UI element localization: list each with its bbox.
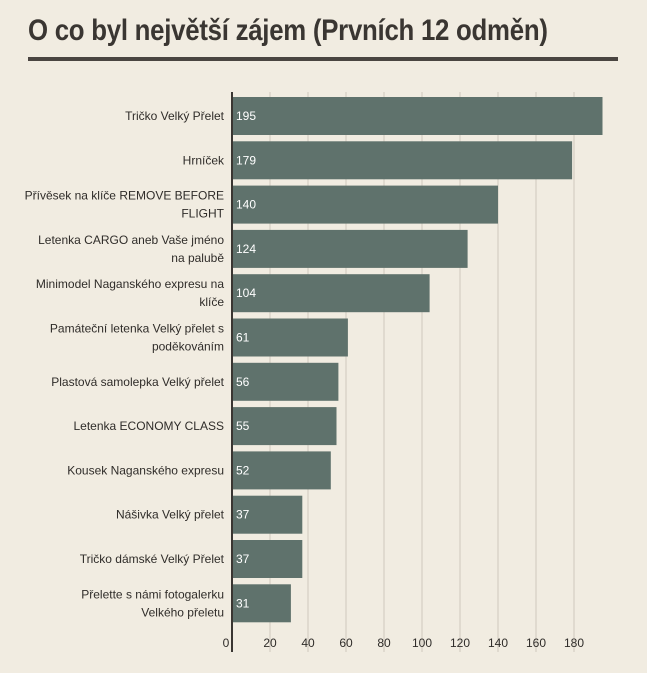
bar — [232, 540, 303, 578]
category-label: Kousek Naganského expresu — [67, 463, 224, 477]
tick-labels: 0 20 40 60 80 100 120 140 160 180 — [223, 636, 585, 650]
category-label-line: Tričko Velký Přelet — [125, 109, 225, 123]
category-label: Plastová samolepka Velký přelet — [51, 375, 224, 389]
title-underline — [28, 57, 618, 61]
bar — [232, 584, 291, 623]
x-tick-label: 20 — [263, 636, 277, 650]
x-tick-label: 140 — [488, 636, 508, 650]
bar-value-label: 56 — [236, 375, 250, 389]
chart-title: O co byl největší zájem (Prvních 12 odmě… — [28, 14, 548, 47]
category-label-line: Přívěsek na klíče REMOVE BEFORE — [25, 189, 224, 203]
category-label-line: klíče — [199, 295, 224, 309]
x-tick-label: 180 — [564, 636, 584, 650]
category-label-line: Kousek Naganského expresu — [67, 463, 224, 477]
x-tick-label: 60 — [339, 636, 353, 650]
bars: 195 179 140 124 104 61 56 55 52 37 37 31 — [232, 97, 603, 623]
bar-value-label: 52 — [236, 463, 250, 477]
bar-value-label: 104 — [236, 286, 256, 300]
bar — [232, 451, 331, 490]
x-tick-label: 80 — [377, 636, 391, 650]
x-tick-label: 40 — [301, 636, 315, 650]
bar-value-label: 55 — [236, 419, 250, 433]
bar — [232, 495, 303, 534]
category-label: Letenka ECONOMY CLASS — [73, 419, 224, 433]
bar — [232, 407, 337, 446]
category-label-line: FLIGHT — [181, 207, 224, 221]
bar — [232, 229, 468, 268]
category-label: Přelette s námi fotogalerku Velkého přele… — [81, 587, 224, 619]
bar — [232, 141, 573, 180]
category-labels: Tričko Velký Přelet Hrníček Přívěsek na kl… — [25, 109, 225, 619]
category-label: Hrníček — [183, 153, 225, 167]
bar-value-label: 37 — [236, 552, 250, 566]
category-label-line: Tričko dámské Velký Přelet — [80, 552, 225, 566]
bar — [232, 362, 339, 401]
bar-value-label: 124 — [236, 242, 256, 256]
bar — [232, 97, 603, 135]
category-label: Letenka CARGO aneb Vaše jméno na palubě — [38, 233, 224, 265]
bar-value-label: 37 — [236, 508, 250, 522]
category-label-line: Nášivka Velký přelet — [116, 508, 225, 522]
bar — [232, 185, 498, 224]
x-tick-label: 0 — [223, 636, 230, 650]
x-tick-label: 120 — [450, 636, 470, 650]
bar-value-label: 195 — [236, 109, 256, 123]
category-label-line: Minimodel Naganského expresu na — [36, 277, 224, 291]
category-label: Památeční letenka Velký přelet s poděková… — [50, 322, 224, 354]
category-label: Minimodel Naganského expresu na klíče — [36, 277, 224, 309]
category-label-line: poděkováním — [152, 340, 224, 354]
category-label: Nášivka Velký přelet — [116, 508, 225, 522]
x-tick-label: 160 — [526, 636, 546, 650]
category-label-line: Letenka CARGO aneb Vaše jméno — [38, 233, 224, 247]
bar-value-label: 179 — [236, 153, 256, 167]
bar-value-label: 140 — [236, 198, 256, 212]
category-label-line: na palubě — [171, 251, 224, 265]
bar — [232, 274, 430, 313]
category-label-line: Památeční letenka Velký přelet s — [50, 322, 224, 336]
category-label: Tričko dámské Velký Přelet — [80, 552, 225, 566]
category-label-line: Hrníček — [183, 153, 225, 167]
category-label-line: Plastová samolepka Velký přelet — [51, 375, 224, 389]
bar — [232, 318, 348, 357]
category-label: Tričko Velký Přelet — [125, 109, 225, 123]
bar-value-label: 31 — [236, 596, 250, 610]
bar-value-label: 61 — [236, 331, 250, 345]
category-label-line: Přelette s námi fotogalerku — [81, 587, 224, 601]
category-label-line: Letenka ECONOMY CLASS — [73, 419, 224, 433]
category-label-line: Velkého přeletu — [141, 605, 224, 619]
category-label: Přívěsek na klíče REMOVE BEFORE FLIGHT — [25, 189, 225, 221]
x-tick-label: 100 — [412, 636, 432, 650]
